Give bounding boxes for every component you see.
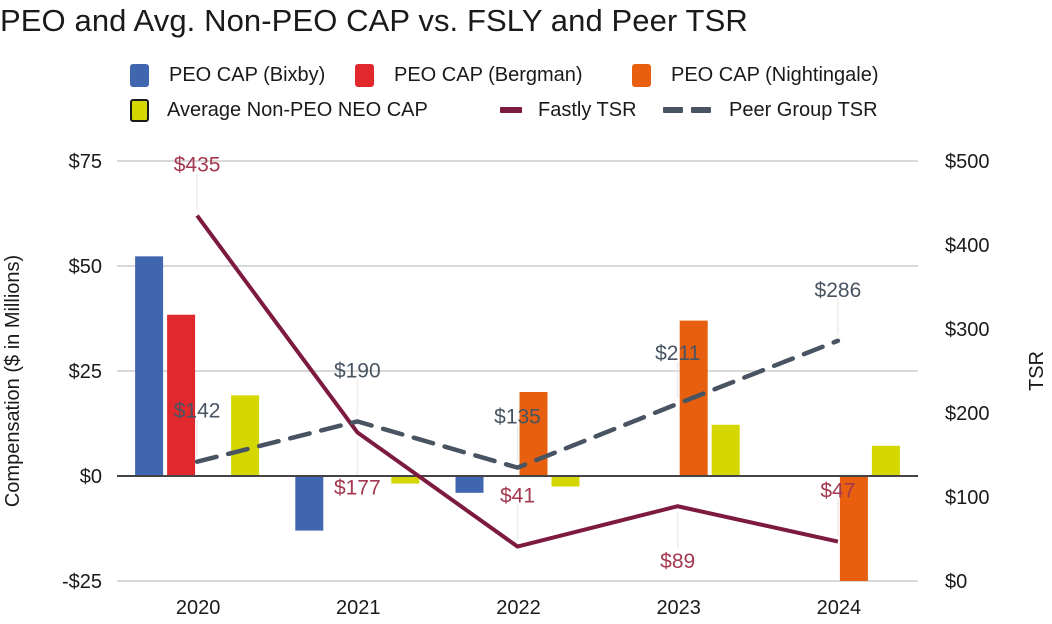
x-tick-label: 2024 [817, 597, 862, 619]
legend-dash [691, 107, 711, 113]
y-axis-title: Compensation ($ in Millions) [2, 255, 24, 507]
legend-swatch-bixby [130, 63, 149, 87]
legend-item-nightingale[interactable]: PEO CAP (Nightingale) [632, 62, 879, 88]
legend-item-bixby[interactable]: PEO CAP (Bixby) [130, 62, 325, 88]
x-tick-label: 2022 [496, 597, 541, 619]
legend-label: PEO CAP (Bergman) [394, 63, 583, 86]
y2-axis-title: TSR [1026, 351, 1048, 391]
legend-swatch-fastly-tsr [500, 107, 522, 113]
legend-swatch-bergman [355, 63, 374, 87]
bars [135, 256, 900, 581]
bar-average-non-peo-neo-cap-2024 [871, 445, 900, 476]
y2-tick-label: $500 [945, 151, 990, 173]
bar-peo-cap-bixby-2021 [295, 476, 324, 531]
axes: $75 $50 $25 $0 -$25 $500 $400 $300 $200 $100 $0 Com… [2, 151, 1048, 619]
legend-dash [663, 107, 683, 113]
legend-item-peer-tsr[interactable]: Peer Group TSR [663, 97, 878, 123]
legend-label: Fastly TSR [538, 98, 637, 121]
bar-average-non-peo-neo-cap-2023 [711, 424, 740, 476]
x-tick-label: 2023 [656, 597, 701, 619]
y-tick-label: $0 [80, 466, 102, 488]
bar-peo-cap-bixby-2020 [135, 256, 164, 476]
data-label-fastly-tsr: $41 [500, 485, 535, 508]
y2-tick-label: $0 [945, 571, 967, 593]
data-label-peer-group-tsr: $142 [174, 400, 221, 423]
y-tick-label: $75 [69, 151, 102, 173]
legend-label: PEO CAP (Nightingale) [671, 63, 879, 86]
y2-tick-label: $400 [945, 235, 990, 257]
legend-item-fastly-tsr[interactable]: Fastly TSR [500, 97, 637, 123]
bar-peo-cap-nightingale-2024 [839, 476, 868, 581]
y2-tick-label: $300 [945, 319, 990, 341]
x-tick-label: 2021 [336, 597, 381, 619]
bar-average-non-peo-neo-cap-2021 [391, 476, 420, 484]
chart-title: PEO and Avg. Non-PEO CAP vs. FSLY and Pe… [0, 3, 748, 38]
data-label-fastly-tsr: $89 [660, 550, 695, 573]
data-label-fastly-tsr: $47 [820, 480, 855, 503]
y2-tick-label: $200 [945, 403, 990, 425]
legend-swatch-avg-non-peo [130, 98, 149, 122]
bar-average-non-peo-neo-cap-2022 [551, 476, 580, 487]
bar-peo-cap-bixby-2022 [455, 476, 484, 493]
legend-swatch-nightingale [632, 63, 651, 87]
x-tick-label: 2020 [176, 597, 221, 619]
legend-label: Peer Group TSR [729, 98, 878, 121]
y-tick-label: -$25 [62, 571, 102, 593]
y-tick-label: $50 [69, 256, 102, 278]
data-label-fastly-tsr: $435 [174, 154, 221, 177]
data-label-fastly-tsr: $177 [334, 476, 381, 499]
legend-item-bergman[interactable]: PEO CAP (Bergman) [355, 62, 583, 88]
data-label-peer-group-tsr: $211 [655, 342, 700, 365]
gridlines [117, 160, 918, 582]
label-leaders [196, 173, 839, 549]
legend-swatch-peer-tsr [663, 107, 711, 113]
legend-label: PEO CAP (Bixby) [169, 63, 326, 86]
legend-label: Average Non-PEO NEO CAP [167, 98, 428, 121]
legend-item-avg-non-peo[interactable]: Average Non-PEO NEO CAP [130, 97, 428, 123]
y-tick-label: $25 [69, 361, 102, 383]
bar-peo-cap-bergman-2020 [167, 314, 196, 476]
bar-average-non-peo-neo-cap-2020 [231, 395, 260, 476]
tsr-lines [194, 214, 841, 549]
bar-peo-cap-nightingale-2022 [519, 392, 548, 476]
line-fastly-tsr [195, 214, 839, 549]
data-label-peer-group-tsr: $135 [494, 406, 541, 429]
y2-tick-label: $100 [945, 487, 990, 509]
line-peer-group-tsr [194, 338, 841, 470]
data-label-peer-group-tsr: $286 [815, 279, 862, 302]
data-labels: $435 $177 $41 $89 $47 $142 $190 $135 $211 $286 [174, 154, 862, 574]
data-label-peer-group-tsr: $190 [334, 359, 381, 382]
